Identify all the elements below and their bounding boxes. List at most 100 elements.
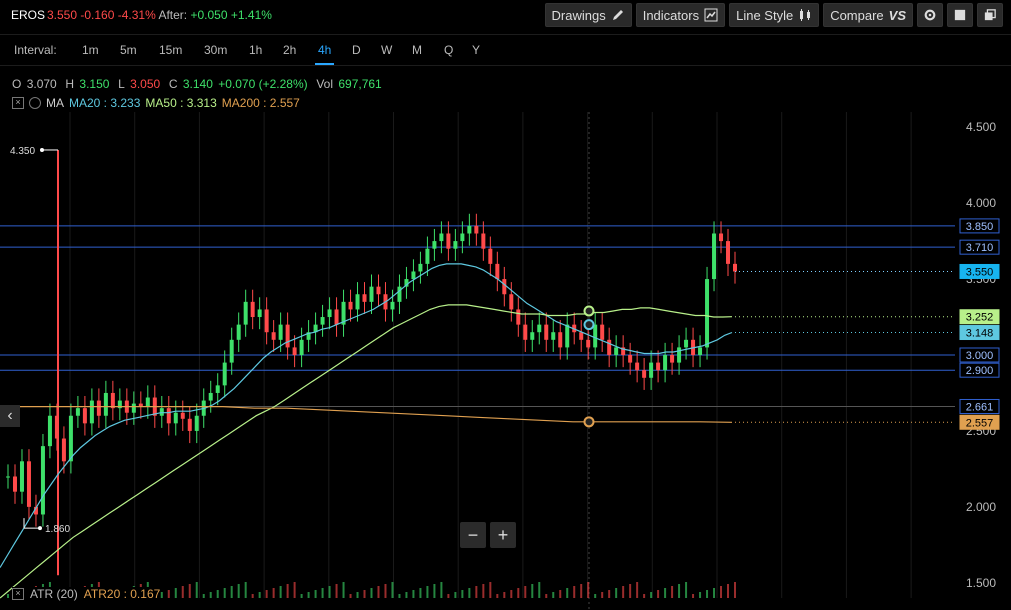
candle-body bbox=[726, 241, 731, 264]
volume-bar bbox=[559, 590, 562, 598]
interval-q[interactable]: Q bbox=[444, 43, 454, 57]
interval-w[interactable]: W bbox=[381, 43, 393, 57]
zoom-in-button[interactable]: + bbox=[490, 522, 516, 548]
volume-bar bbox=[174, 588, 177, 598]
y-tick-label: 4.000 bbox=[966, 196, 996, 210]
volume-bar bbox=[636, 582, 639, 598]
volume-bar bbox=[461, 590, 464, 598]
volume-bar bbox=[286, 584, 289, 598]
interval-y[interactable]: Y bbox=[472, 43, 481, 57]
visibility-icon[interactable] bbox=[29, 97, 41, 109]
crosshair-marker bbox=[583, 305, 595, 317]
line-style-button[interactable]: Line Style bbox=[729, 3, 820, 27]
candle-body bbox=[6, 476, 10, 478]
volume-bar bbox=[671, 586, 674, 598]
volume-bar bbox=[524, 586, 527, 598]
volume-bar bbox=[727, 584, 730, 598]
symbol-label[interactable]: EROS bbox=[11, 8, 46, 22]
interval-15m[interactable]: 15m bbox=[159, 43, 183, 57]
volume-bar bbox=[552, 592, 555, 598]
drawings-button[interactable]: Drawings bbox=[544, 3, 632, 27]
moving-average-lines bbox=[0, 263, 955, 599]
volume-bar bbox=[419, 588, 422, 598]
compare-label: Compare bbox=[830, 7, 884, 23]
fullscreen-button[interactable] bbox=[947, 3, 973, 27]
open-label: O bbox=[12, 77, 22, 91]
scroll-left-button[interactable]: ‹ bbox=[0, 405, 20, 427]
interval-1h[interactable]: 1h bbox=[249, 43, 263, 57]
candle-body bbox=[12, 476, 17, 492]
atr-close-icon[interactable]: × bbox=[12, 588, 24, 600]
candle-body bbox=[712, 233, 717, 280]
volume-bar bbox=[678, 584, 681, 598]
candle-body bbox=[376, 286, 381, 295]
copy-icon bbox=[984, 9, 996, 21]
candle-body bbox=[705, 279, 710, 348]
interval-d[interactable]: D bbox=[352, 43, 361, 57]
candle-body bbox=[551, 332, 556, 340]
volume-bar bbox=[426, 586, 429, 598]
ma20-line bbox=[0, 263, 733, 568]
open-value: 3.070 bbox=[26, 77, 57, 91]
volume-bar bbox=[489, 582, 492, 598]
candle-body bbox=[481, 233, 486, 249]
candle-body bbox=[558, 332, 563, 348]
compare-button[interactable]: Compare VS bbox=[823, 3, 913, 27]
volume-bar bbox=[608, 590, 611, 598]
square-icon bbox=[954, 9, 966, 21]
pencil-icon bbox=[612, 10, 623, 20]
close-icon[interactable]: × bbox=[12, 97, 24, 109]
settings-button[interactable] bbox=[917, 3, 943, 27]
line-style-label: Line Style bbox=[736, 7, 794, 23]
candle-body bbox=[117, 400, 122, 409]
volume-bar bbox=[650, 592, 653, 598]
compare-vs-icon: VS bbox=[888, 7, 906, 23]
volume-bar bbox=[629, 584, 632, 598]
price-label-text: 3.850 bbox=[966, 221, 994, 233]
candle-body bbox=[19, 461, 24, 492]
atr-value: ATR20 : 0.167 bbox=[83, 587, 161, 601]
after-hours-pct: +1.41% bbox=[230, 8, 272, 22]
candle-body bbox=[215, 385, 220, 393]
interval-5m[interactable]: 5m bbox=[120, 43, 137, 57]
candle-body bbox=[173, 412, 178, 424]
volume-bar bbox=[384, 584, 387, 598]
candlestick-series bbox=[6, 149, 737, 598]
indicators-button[interactable]: Indicators bbox=[635, 3, 726, 27]
copy-button[interactable] bbox=[977, 3, 1003, 27]
candle-body bbox=[733, 263, 737, 272]
indicators-chart-icon bbox=[704, 8, 718, 22]
volume-bar bbox=[209, 592, 212, 598]
volume-bar bbox=[531, 584, 534, 598]
volume-bar bbox=[601, 592, 604, 598]
price-label-text: 3.550 bbox=[966, 266, 994, 278]
price-label-text: 3.252 bbox=[966, 312, 994, 324]
volume-bar bbox=[377, 586, 380, 598]
candle-body bbox=[131, 403, 136, 413]
interval-4h[interactable]: 4h bbox=[314, 43, 335, 65]
ohlc-change: +0.070 (+2.28%) bbox=[218, 77, 308, 91]
interval-30m[interactable]: 30m bbox=[204, 43, 228, 57]
volume-bar bbox=[657, 590, 660, 598]
volume-bar bbox=[622, 586, 625, 598]
after-hours-change: +0.050 bbox=[190, 8, 228, 22]
candle-body bbox=[166, 408, 171, 424]
volume-bar bbox=[370, 588, 373, 598]
volume-bar bbox=[580, 584, 583, 598]
price-label-box bbox=[959, 325, 1000, 341]
volume-bar bbox=[412, 590, 415, 598]
candle-body bbox=[586, 339, 591, 348]
interval-bar: Interval: 1m 5m 15m 30m 1h 2h 4h D W M Q… bbox=[0, 34, 1011, 66]
volume-bar bbox=[573, 586, 576, 598]
candle-body bbox=[607, 339, 612, 355]
candle-body bbox=[292, 347, 297, 355]
interval-1m[interactable]: 1m bbox=[82, 43, 99, 57]
interval-2h[interactable]: 2h bbox=[283, 43, 297, 57]
candle-body bbox=[180, 412, 185, 419]
price-label: 3.550 bbox=[959, 263, 1000, 279]
zoom-out-button[interactable]: − bbox=[460, 522, 486, 548]
candle-body bbox=[670, 355, 675, 363]
candlestick-icon bbox=[800, 9, 811, 21]
interval-m[interactable]: M bbox=[412, 43, 422, 57]
